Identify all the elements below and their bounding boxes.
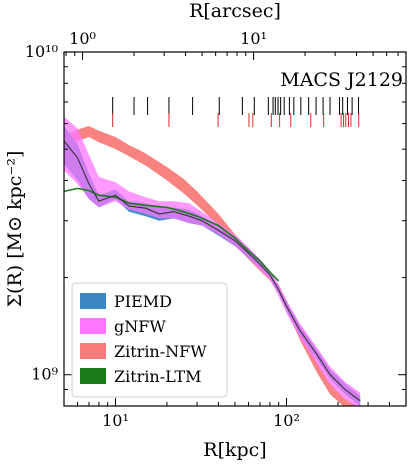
- legend-swatch: [80, 318, 106, 334]
- top-tick-label: 10¹: [240, 29, 267, 48]
- median-profile-line: [64, 140, 361, 402]
- y-tick-label: 10¹⁰: [25, 42, 58, 61]
- y-axis-title: Σ(R) [M⊙ kpc⁻²]: [4, 151, 26, 308]
- legend-label: Zitrin-NFW: [114, 342, 207, 361]
- legend-swatch: [80, 368, 106, 384]
- y-tick-label: 10⁹: [31, 365, 58, 384]
- legend-swatch: [80, 293, 106, 309]
- x-tick-label: 10¹: [102, 411, 129, 430]
- gnfw-band: [64, 116, 361, 406]
- multiple-image-markers: [112, 97, 360, 127]
- x-tick-label: 10²: [273, 411, 300, 430]
- axes-layer: 10¹ 10² 10⁰ 10¹ 10⁹ 10¹⁰: [25, 29, 407, 430]
- legend-label: PIEMD: [114, 292, 172, 311]
- top-x-axis-title: R[arcsec]: [189, 0, 281, 22]
- x-axis-title: R[kpc]: [203, 439, 266, 461]
- top-tick-label: 10⁰: [69, 29, 96, 48]
- legend-box: [71, 282, 228, 398]
- legend-swatch: [80, 343, 106, 359]
- cluster-name-annotation: MACS J2129: [280, 69, 403, 91]
- series-layer: [64, 116, 361, 406]
- legend-label: Zitrin-LTM: [114, 367, 202, 386]
- legend-label: gNFW: [114, 317, 166, 336]
- legend: PIEMD gNFW Zitrin-NFW Zitrin-LTM: [71, 282, 228, 398]
